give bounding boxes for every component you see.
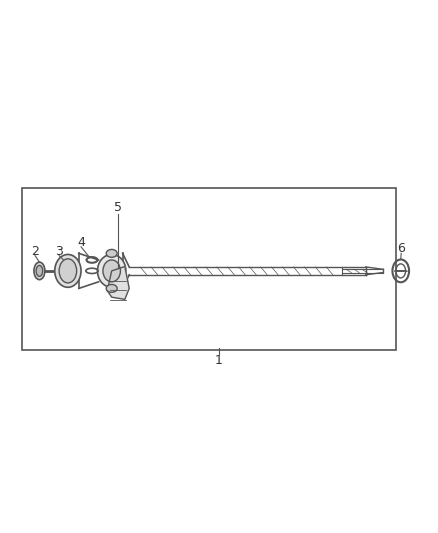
Text: 6: 6	[397, 243, 405, 255]
Ellipse shape	[106, 249, 117, 257]
Text: 4: 4	[77, 236, 85, 249]
Ellipse shape	[103, 260, 120, 282]
Ellipse shape	[55, 254, 81, 287]
Text: 3: 3	[55, 245, 63, 257]
Ellipse shape	[97, 254, 126, 287]
Text: 5: 5	[114, 201, 122, 214]
Ellipse shape	[106, 285, 117, 292]
Ellipse shape	[59, 259, 77, 283]
Ellipse shape	[36, 265, 42, 276]
Polygon shape	[107, 266, 129, 300]
Ellipse shape	[34, 262, 45, 280]
Text: 1: 1	[215, 354, 223, 367]
Text: 2: 2	[31, 245, 39, 257]
